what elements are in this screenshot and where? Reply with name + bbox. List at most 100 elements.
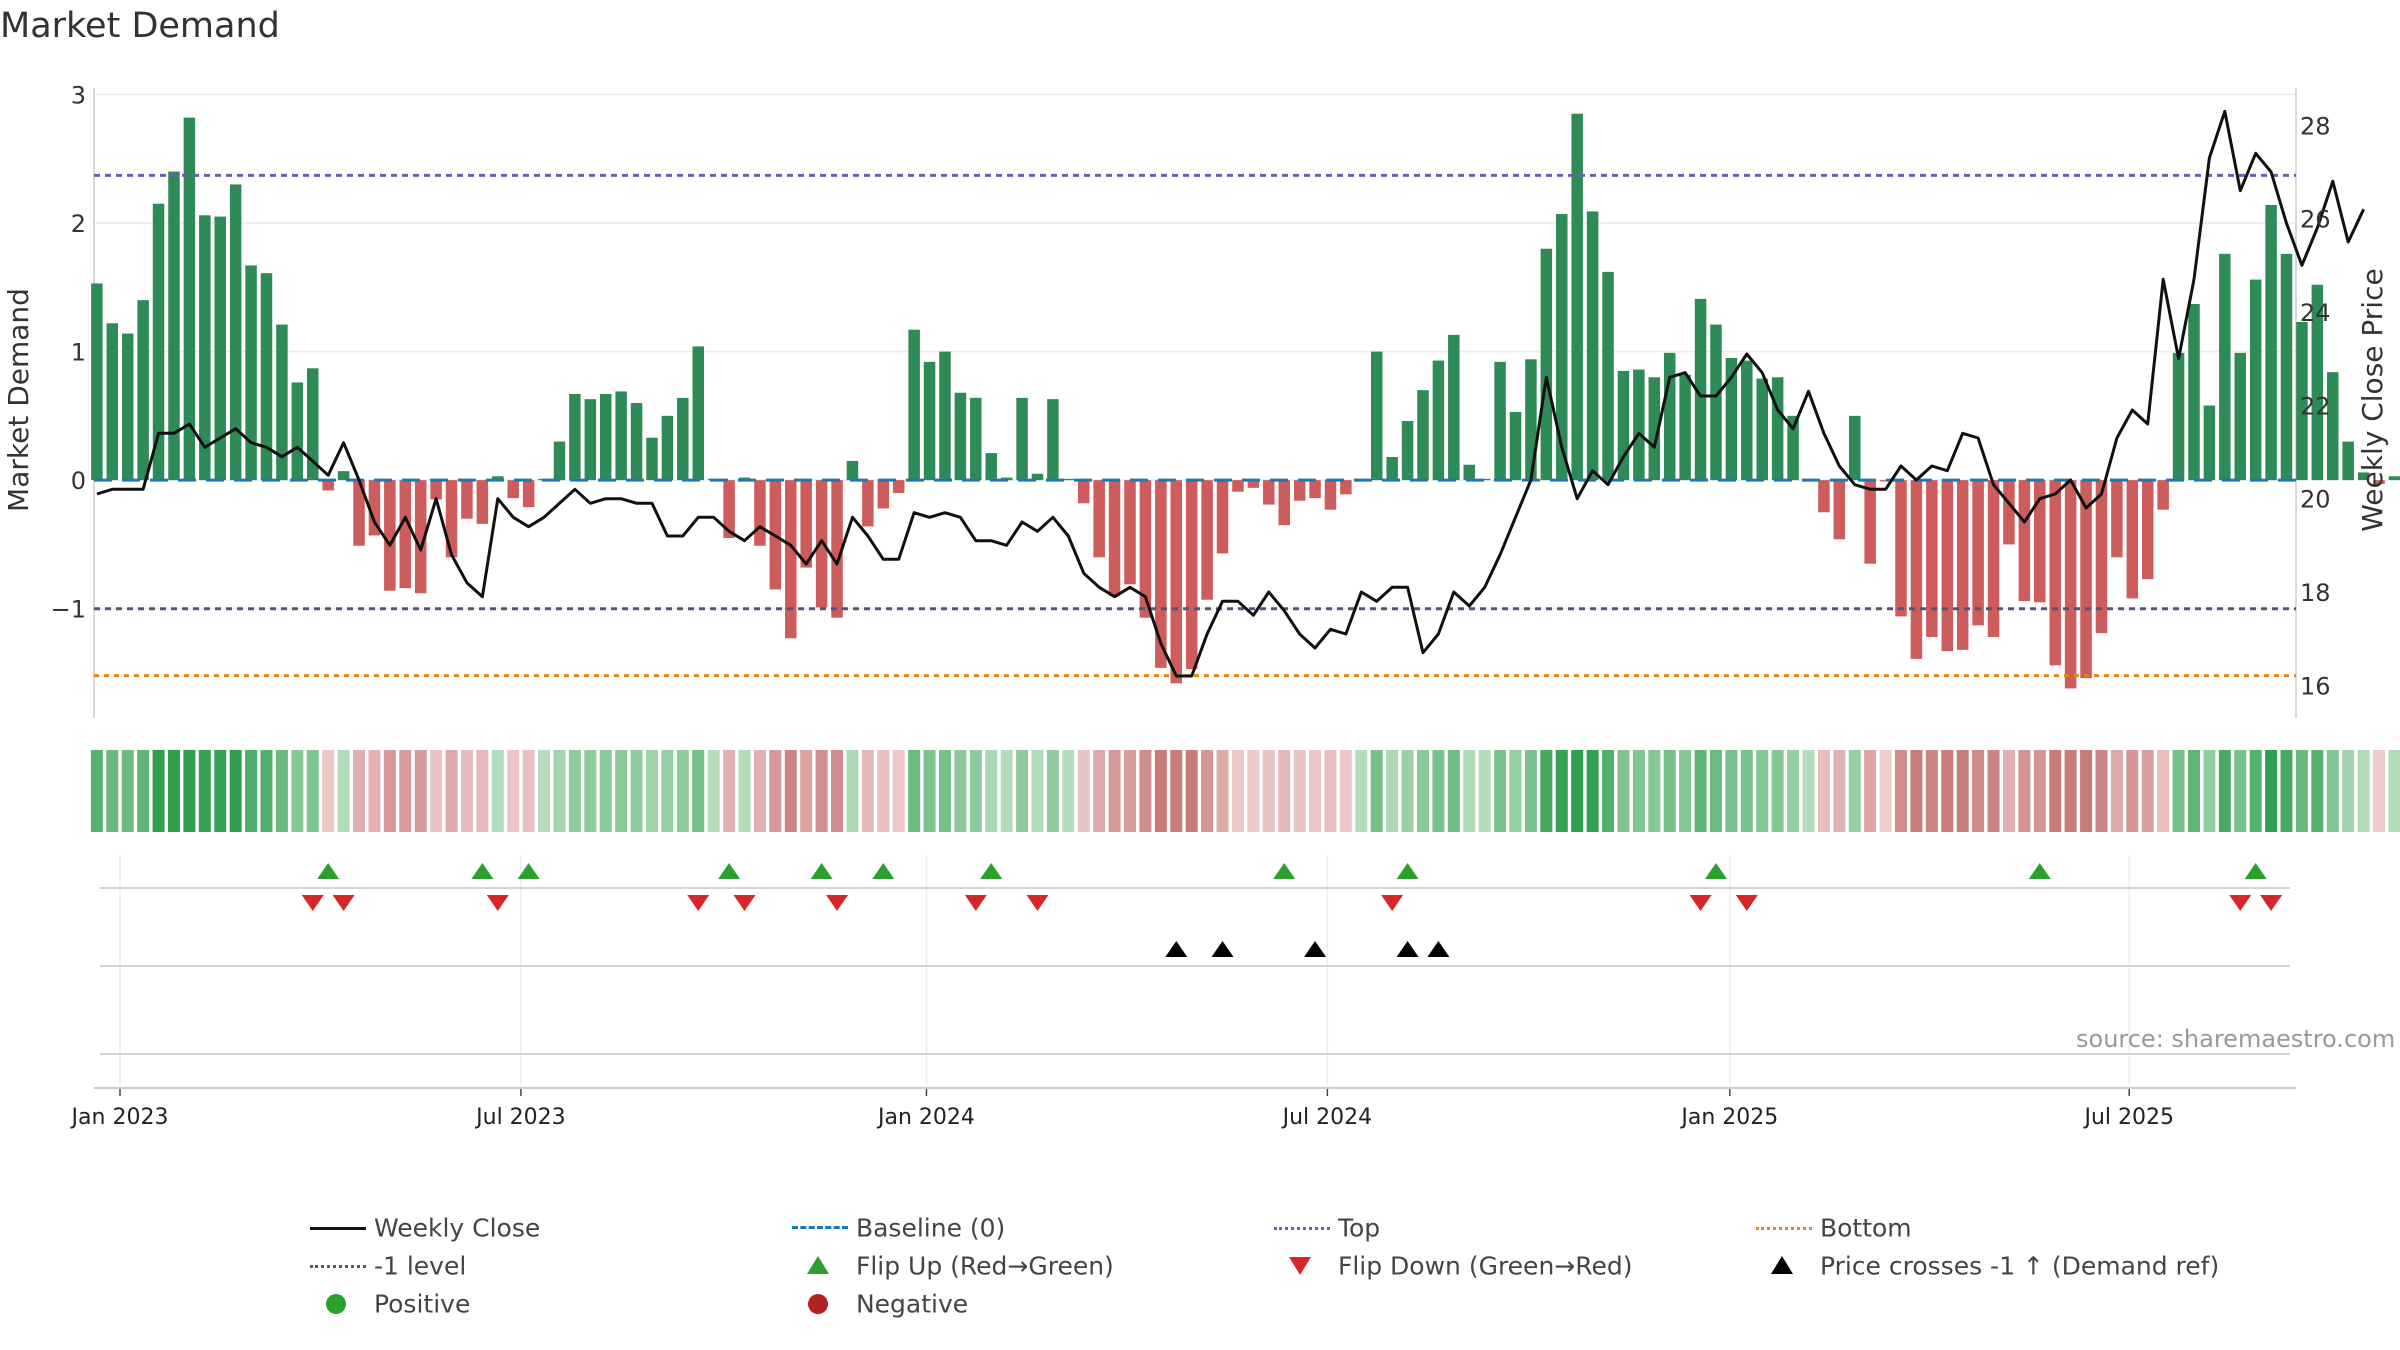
demand-bar [199,215,211,481]
heat-cell [245,750,258,832]
demand-bar [2357,472,2370,481]
heat-cell [1000,750,1013,832]
legend-positive: Positive [300,1286,470,1322]
demand-bar [1370,351,1383,481]
demand-bar [1417,390,1429,481]
heat-cell [1247,750,1260,832]
demand-bar [1047,399,1059,481]
x-tick-label: Jan 2024 [876,1105,975,1130]
heat-cell [460,750,473,832]
demand-bar [1324,480,1337,510]
heat-cell [1571,750,1584,832]
demand-bar [553,441,566,481]
heat-cell [861,750,874,832]
heat-cell [877,750,890,832]
heat-cell [1185,750,1198,832]
demand-bar [260,273,273,481]
heat-cell [584,750,597,832]
demand-bar [2203,405,2216,481]
heat-cell [846,750,859,832]
demand-bar [584,399,597,481]
heat-cell [2326,750,2339,832]
heat-cell [2249,750,2262,832]
demand-bar [1263,480,1275,505]
demand-bar [1833,480,1846,540]
demand-bar [522,480,535,508]
heat-cell [1108,750,1121,832]
demand-bar [106,323,119,481]
demand-bar [2373,480,2385,484]
flip-up-marker [2244,863,2267,879]
demand-bar [399,480,412,589]
demand-bar [1602,271,1614,481]
price-cross-marker [1304,941,1327,957]
y-tick-label: −1 [51,596,86,624]
demand-bar [445,480,458,558]
heat-cell [2157,750,2170,832]
heat-cell [137,750,150,832]
demand-bar [1078,480,1090,504]
heat-cell [645,750,658,832]
demand-bar [1710,324,1722,481]
heat-cell [1339,750,1352,832]
demand-bar [1617,370,1630,481]
heat-cell [2218,750,2231,832]
x-tick-label: Jul 2024 [1281,1105,1373,1130]
legend-negative: Negative [782,1286,968,1322]
demand-bar [183,117,196,481]
flip-down-marker [964,895,987,911]
demand-bar [2311,284,2324,481]
flip-up-marker [718,863,741,879]
heat-cell [353,750,366,832]
demand-bar [862,480,874,527]
heat-cell [229,750,242,832]
heat-cell [1787,750,1800,832]
heat-cell [2388,750,2400,832]
heat-cell [2172,750,2185,832]
demand-bar [1556,214,1568,481]
heat-cell [1879,750,1892,832]
heat-cell [985,750,998,832]
heat-cell [784,750,797,832]
x-tick-label: Jan 2023 [70,1105,169,1130]
heat-cell [121,750,134,832]
y-tick-label: 2 [71,210,86,238]
demand-bar [337,471,350,481]
flip-down-marker [332,895,355,911]
demand-bar [152,203,165,481]
demand-bar [1910,480,1923,659]
demand-bar [2018,480,2031,601]
flip-up-marker [980,863,1003,879]
heat-cell [1077,750,1090,832]
heat-cell [553,750,566,832]
demand-bar [2249,279,2262,481]
heat-cell [1864,750,1877,832]
heat-cell [1941,750,1954,832]
heat-cell [1632,750,1645,832]
demand-bar [1448,334,1460,481]
x-tick-label: Jan 2025 [1679,1105,1778,1130]
heat-cell [2033,750,2046,832]
heat-cell [815,750,828,832]
flip-down-marker [301,895,324,911]
heat-cell [2018,750,2031,832]
demand-bar [1725,358,1738,481]
demand-bar [1232,480,1244,492]
demand-bar [1278,480,1290,526]
y2-tick-label: 24 [2300,299,2331,327]
y2-tick-label: 28 [2300,112,2331,140]
heat-cell [2080,750,2093,832]
flip-up-marker [1704,863,1727,879]
heat-cell [892,750,905,832]
heat-cell [507,750,520,832]
heat-cell [2110,750,2123,832]
demand-bar [954,392,967,481]
heat-cell [954,750,967,832]
demand-bar [1849,415,1861,481]
flip-down-triangle-icon [1264,1248,1330,1284]
demand-bar [276,324,288,481]
heat-cell [1987,750,2000,832]
demand-bar [569,394,581,481]
heat-cell [2064,750,2077,832]
demand-bar [1694,298,1707,481]
